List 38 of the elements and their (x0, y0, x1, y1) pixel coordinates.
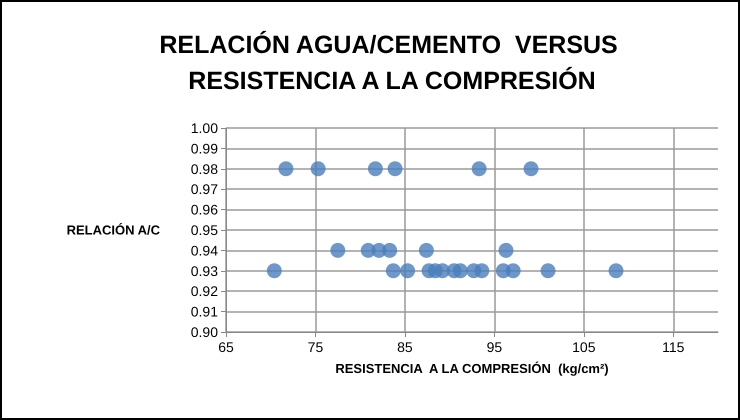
y-tick-label: 0.90 (190, 324, 218, 340)
point (472, 161, 487, 176)
point (418, 242, 434, 258)
y-tick-label: 1.00 (190, 120, 218, 136)
point (330, 242, 346, 258)
point (506, 263, 521, 278)
x-tick-label: 85 (397, 339, 413, 355)
point (278, 161, 294, 176)
y-tick-label: 0.94 (190, 242, 218, 258)
point (382, 242, 398, 258)
y-tick-label: 0.92 (190, 283, 218, 300)
chart-title: RELACIÓN AGUA/CEMENTO VERSUS RESISTENCIA A LA COMPRESIÓN (159, 30, 625, 95)
point (400, 263, 416, 278)
point (368, 161, 383, 176)
x-tick-label: 105 (572, 339, 596, 355)
x-tick-label: 65 (218, 339, 234, 355)
point (524, 161, 539, 176)
point (386, 263, 401, 278)
point (540, 263, 556, 278)
point (388, 161, 403, 176)
y-tick-label: 0.99 (190, 140, 218, 156)
point (452, 263, 468, 278)
y-tick-label: 0.98 (190, 160, 218, 177)
y-tick-label: 0.95 (190, 222, 218, 238)
x-tick-label: 115 (662, 339, 685, 355)
point (474, 263, 490, 278)
x-tick-label: 75 (308, 339, 324, 355)
x-tick-label: 95 (486, 339, 502, 355)
y-tick-label: 0.93 (190, 262, 218, 279)
y-axis-title: RELACIÓN A/C (66, 222, 161, 238)
x-axis-title: RESISTENCIA A LA COMPRESIÓN (kg/cm²) (335, 361, 609, 376)
y-tick-label: 0.97 (190, 181, 218, 198)
y-tick-label: 0.91 (190, 304, 218, 320)
point (266, 263, 282, 278)
point (310, 161, 326, 176)
point (498, 242, 514, 258)
point (608, 263, 624, 278)
y-tick-label: 0.96 (190, 202, 218, 218)
